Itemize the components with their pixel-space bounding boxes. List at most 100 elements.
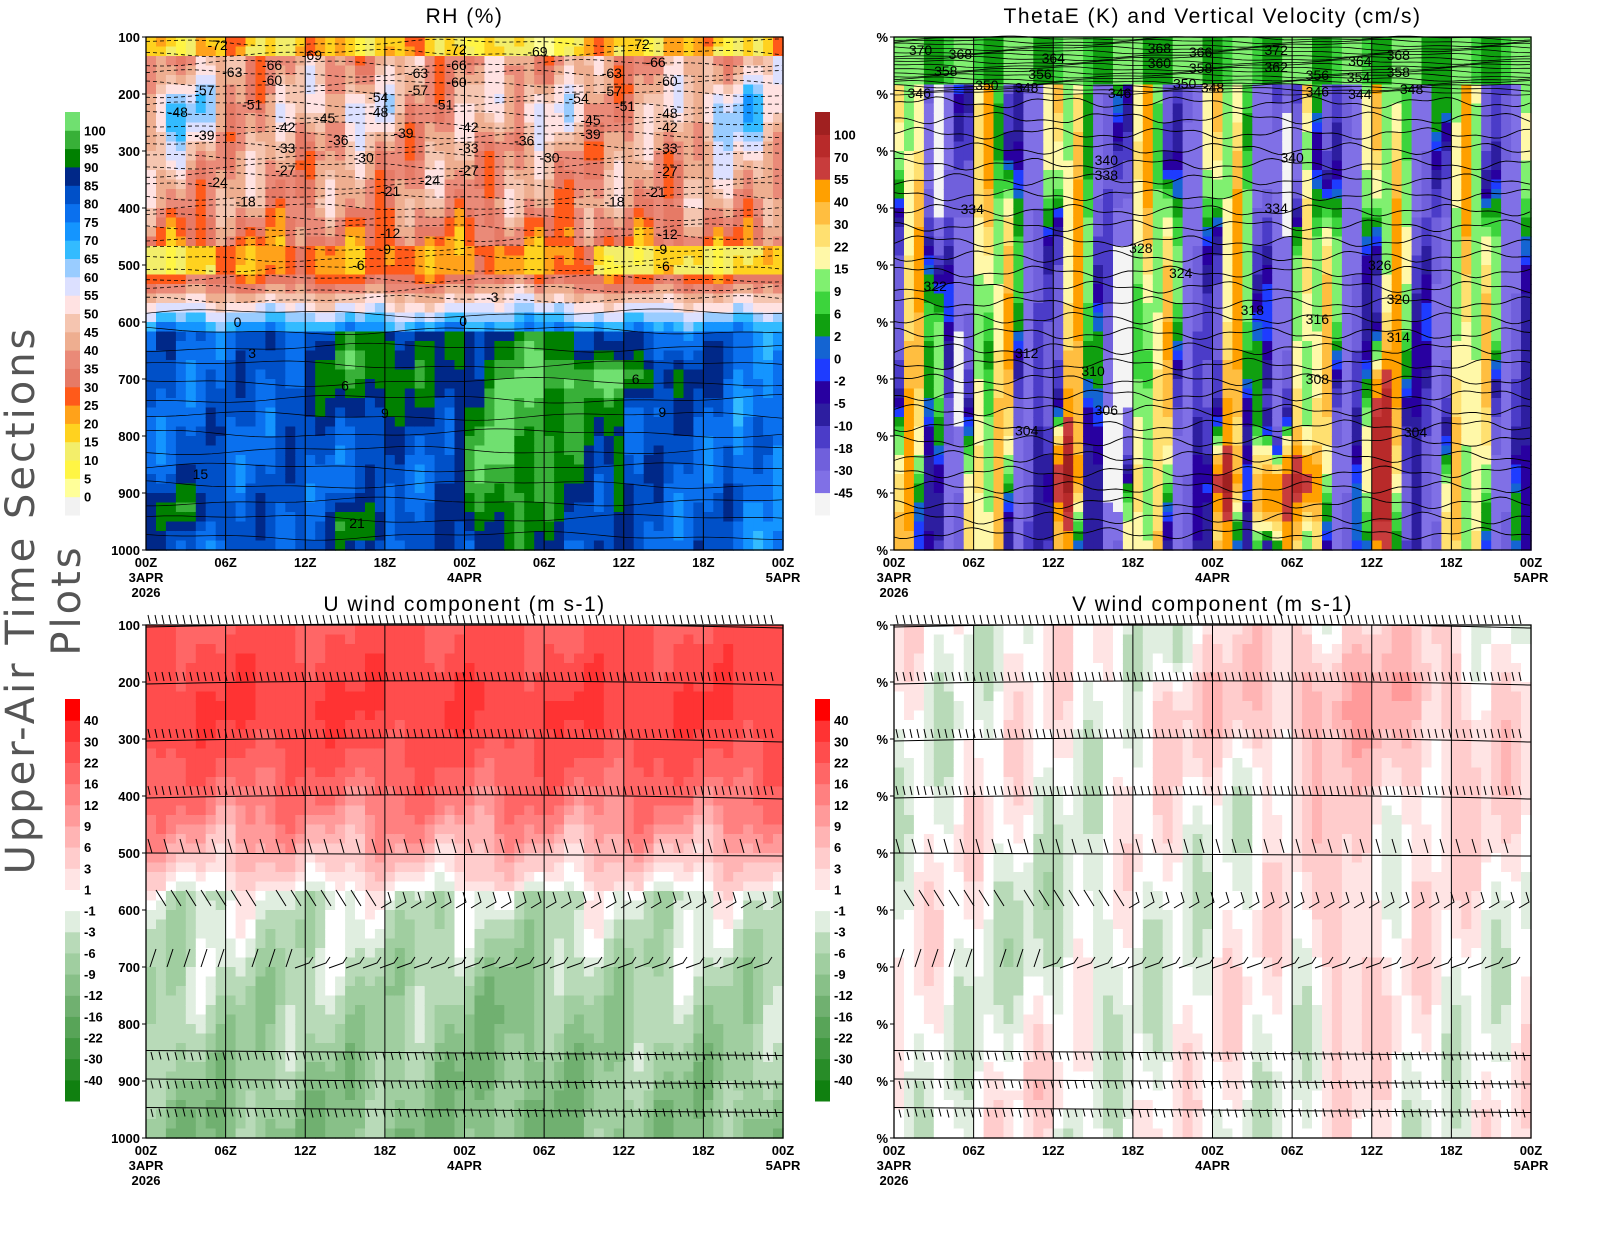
contour-cell [613,65,625,76]
contour-cell [245,246,257,257]
contour-cell [904,84,915,95]
contour-cell [913,360,925,371]
contour-cell [603,227,615,238]
contour-cell [444,236,456,247]
contour-cell [195,464,207,475]
contour-cell [1073,360,1084,371]
contour-cell [973,132,985,143]
contour-cell [623,65,635,76]
contour-cell [265,312,277,323]
contour-cell [1142,502,1154,513]
contour-cell [703,189,715,200]
contour-cell [275,445,287,456]
contour-cell [913,236,925,247]
contour-cell [1013,474,1025,485]
contour-cell [205,493,217,504]
contour-cell [265,103,277,114]
contour-cell [404,65,416,76]
contour-cell [315,293,326,304]
contour-cell [1043,360,1054,371]
contour-cell [374,284,386,295]
contour-cell [365,455,376,466]
contour-cell [524,75,535,86]
contour-cell [394,407,406,418]
contour-cell [215,426,227,437]
contour-cell [1113,170,1124,181]
contour-cell [185,132,197,143]
contour-cell [1093,179,1104,190]
contour-cell [355,341,366,352]
y-tick-label: 500 [118,258,140,273]
contour-cell [1083,464,1094,475]
contour-cell [913,312,925,323]
contour-cell [564,483,575,494]
contour-cell [434,198,446,209]
contour-cell [454,331,466,342]
contour-cell [275,198,287,209]
contour-cell [474,75,486,86]
contour-cell [723,502,734,513]
contour-cell [763,84,774,95]
contour-cell [574,379,585,390]
contour-cell [156,341,167,352]
colorbar-swatch [65,221,80,241]
contour-cell [335,265,346,276]
contour-cell [593,502,605,513]
contour-cell [1122,341,1134,352]
contour-cell [265,303,277,314]
contour-cell [315,483,326,494]
contour-cell [993,65,1005,76]
contour-cell [973,46,985,57]
contour-cell [534,331,545,342]
contour-cell [733,217,744,228]
contour-cell [345,331,356,342]
contour-cell [753,208,764,219]
contour-cell [175,179,187,190]
contour-cell [255,322,267,333]
contour-cell [275,540,287,551]
contour-cell [1043,388,1054,399]
contour-cell [693,65,705,76]
contour-cell [414,94,426,105]
contour-cell [156,388,167,399]
contour-cell [464,303,476,314]
contour-cell [434,322,446,333]
contour-cell [404,151,416,162]
contour-cell [265,189,277,200]
contour-cell [623,170,635,181]
contour-cell [524,512,535,523]
contour-cell [235,417,247,428]
contour-cell [394,379,406,390]
contour-cell [245,141,257,152]
contour-cell [653,322,665,333]
contour-cell [693,436,705,447]
contour-cell [195,293,207,304]
contour-cell [345,502,356,513]
contour-cell [544,407,555,418]
contour-cell [315,455,326,466]
contour-cell [983,132,995,143]
contour-cell [205,265,217,276]
contour-cell [953,170,965,181]
contour-cell [554,379,565,390]
contour-cell [603,350,615,361]
contour-cell [245,103,257,114]
contour-cell [305,502,316,513]
contour-cell [633,322,645,333]
contour-cell [613,94,625,105]
contour-cell [355,445,366,456]
contour-cell [673,331,685,342]
contour-cell [1142,132,1154,143]
contour-cell [1122,189,1134,200]
contour-cell [305,151,316,162]
contour-cell [285,151,296,162]
contour-cell [345,360,356,371]
contour-cell [1132,246,1144,257]
contour-cell [673,379,685,390]
contour-cell [245,37,257,48]
contour-cell [693,122,705,133]
contour-cell [683,208,695,219]
contour-cell [1103,360,1114,371]
contour-cell [613,436,625,447]
